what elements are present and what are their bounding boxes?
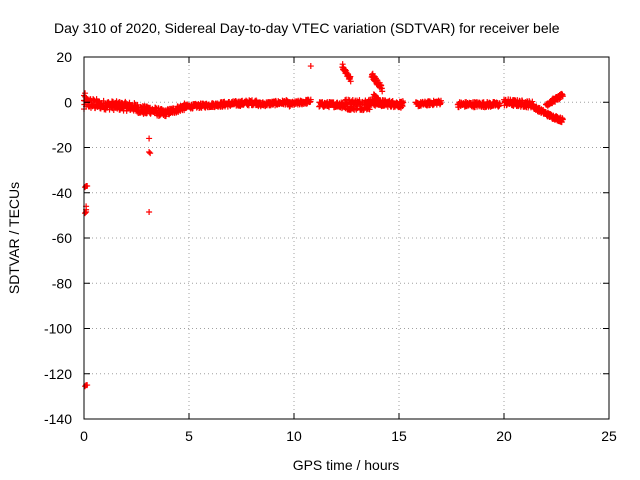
data-point xyxy=(399,103,406,110)
data-point xyxy=(559,116,566,123)
data-point xyxy=(559,93,566,100)
y-tick-label: -40 xyxy=(52,185,72,201)
data-point xyxy=(379,88,386,95)
data-point xyxy=(146,149,153,156)
data-point xyxy=(147,150,154,157)
data-point xyxy=(438,97,444,104)
data-points xyxy=(81,61,566,390)
data-point xyxy=(347,78,354,85)
data-point xyxy=(82,210,89,217)
data-point xyxy=(339,61,346,68)
y-tick-label: -140 xyxy=(44,411,72,427)
chart-title: Day 310 of 2020, Sidereal Day-to-day VTE… xyxy=(54,20,560,36)
y-tick-label: -120 xyxy=(44,366,72,382)
x-tick-label: 15 xyxy=(391,428,407,444)
y-tick-label: -60 xyxy=(52,230,72,246)
data-point xyxy=(82,90,89,97)
x-axis-label: GPS time / hours xyxy=(293,457,400,473)
data-point xyxy=(134,101,141,108)
data-point xyxy=(146,135,153,142)
data-point xyxy=(146,208,153,215)
data-point xyxy=(307,96,314,103)
axis-ticks: 0 5 10 15 20 25 -140 -120 -100 -80 -60 -40 -20 0 20 xyxy=(44,49,617,444)
data-point xyxy=(82,184,89,191)
x-tick-label: 10 xyxy=(286,428,302,444)
y-tick-label: -20 xyxy=(52,140,72,156)
y-tick-label: 20 xyxy=(56,49,72,65)
data-point xyxy=(496,100,503,107)
y-tick-label: -80 xyxy=(52,275,72,291)
x-tick-label: 5 xyxy=(185,428,193,444)
x-tick-label: 25 xyxy=(601,428,617,444)
x-tick-label: 0 xyxy=(80,428,88,444)
grid xyxy=(84,57,609,419)
data-point xyxy=(381,102,388,109)
x-tick-label: 20 xyxy=(496,428,512,444)
data-point xyxy=(84,382,91,389)
data-point xyxy=(307,63,314,70)
data-point xyxy=(400,99,407,106)
y-axis-label: SDTVAR / TECUs xyxy=(6,182,22,294)
data-point xyxy=(529,98,536,105)
y-tick-label: -100 xyxy=(44,321,72,337)
y-tick-label: 0 xyxy=(64,94,72,110)
